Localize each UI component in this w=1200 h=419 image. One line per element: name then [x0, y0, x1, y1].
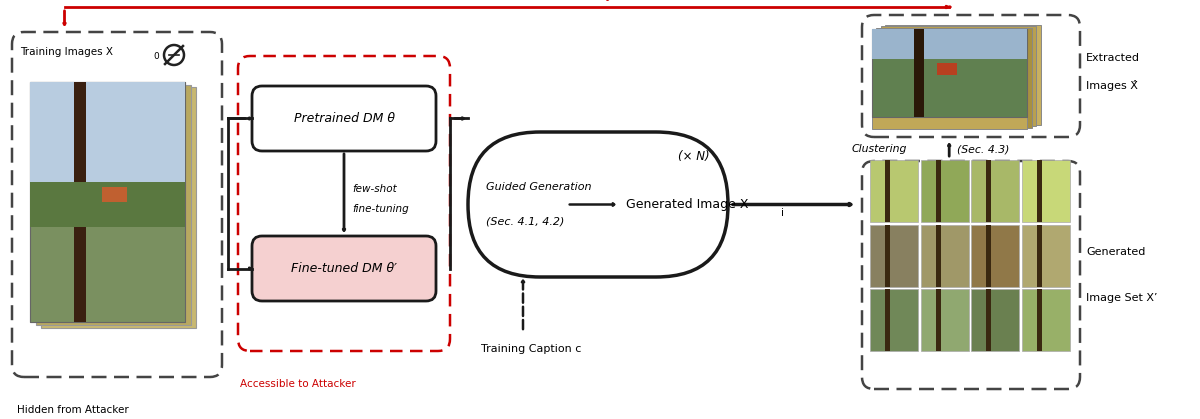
FancyBboxPatch shape — [886, 25, 1040, 125]
Bar — [74, 82, 86, 322]
Bar — [1037, 225, 1042, 287]
Text: Guided Generation: Guided Generation — [486, 182, 592, 192]
Text: (× N): (× N) — [678, 150, 710, 163]
FancyBboxPatch shape — [36, 85, 191, 325]
Bar — [936, 160, 941, 222]
FancyBboxPatch shape — [881, 26, 1036, 126]
Text: Closely Resemble!: Closely Resemble! — [568, 0, 690, 1]
Text: Clustering: Clustering — [852, 144, 907, 154]
Bar — [1021, 289, 1069, 351]
Text: (Sec. 4.1, 4.2): (Sec. 4.1, 4.2) — [486, 217, 564, 227]
Text: 0: 0 — [152, 52, 158, 61]
Bar — [886, 225, 890, 287]
Text: Extracted: Extracted — [1086, 53, 1140, 63]
Text: few-shot: few-shot — [352, 184, 397, 194]
Text: Hidden from Attacker: Hidden from Attacker — [17, 405, 128, 415]
Bar — [30, 82, 185, 197]
Bar — [986, 289, 991, 351]
Bar — [1037, 160, 1042, 222]
FancyBboxPatch shape — [41, 88, 196, 328]
Text: Images X̂: Images X̂ — [1086, 80, 1138, 91]
Bar — [870, 160, 918, 222]
Bar — [936, 225, 941, 287]
Text: i: i — [781, 207, 784, 217]
Text: Image Set X’: Image Set X’ — [1086, 293, 1158, 303]
Bar — [914, 29, 924, 117]
Bar — [920, 160, 968, 222]
FancyBboxPatch shape — [872, 29, 1027, 129]
Bar — [937, 63, 956, 75]
Bar — [920, 225, 968, 287]
Bar — [102, 187, 127, 202]
Bar — [986, 160, 991, 222]
Bar — [886, 289, 890, 351]
FancyBboxPatch shape — [876, 28, 1032, 128]
FancyBboxPatch shape — [30, 82, 185, 322]
Text: Generated Image X: Generated Image X — [626, 198, 749, 211]
Bar — [971, 289, 1019, 351]
Bar — [870, 225, 918, 287]
Text: Pretrained DM θ: Pretrained DM θ — [294, 112, 395, 125]
Bar — [986, 225, 991, 287]
Bar — [1021, 225, 1069, 287]
Text: (Sec. 4.3): (Sec. 4.3) — [958, 144, 1009, 154]
Bar — [870, 289, 918, 351]
FancyBboxPatch shape — [252, 86, 436, 151]
Bar — [886, 160, 890, 222]
Bar — [1021, 160, 1069, 222]
FancyBboxPatch shape — [468, 132, 728, 277]
Bar — [920, 289, 968, 351]
Bar — [1037, 289, 1042, 351]
Text: Training Caption c: Training Caption c — [481, 344, 581, 354]
FancyBboxPatch shape — [252, 236, 436, 301]
Text: Generated: Generated — [1086, 247, 1145, 257]
Text: Fine-tuned DM θ′: Fine-tuned DM θ′ — [292, 262, 397, 275]
Bar — [872, 29, 1027, 59]
Text: fine-tuning: fine-tuning — [352, 204, 409, 215]
Bar — [936, 289, 941, 351]
Bar — [971, 225, 1019, 287]
Text: Accessible to Attacker: Accessible to Attacker — [240, 379, 355, 389]
Bar — [30, 182, 185, 227]
Bar — [30, 82, 185, 322]
Bar — [971, 160, 1019, 222]
Bar — [872, 29, 1027, 117]
Text: Training Images X: Training Images X — [20, 47, 113, 57]
